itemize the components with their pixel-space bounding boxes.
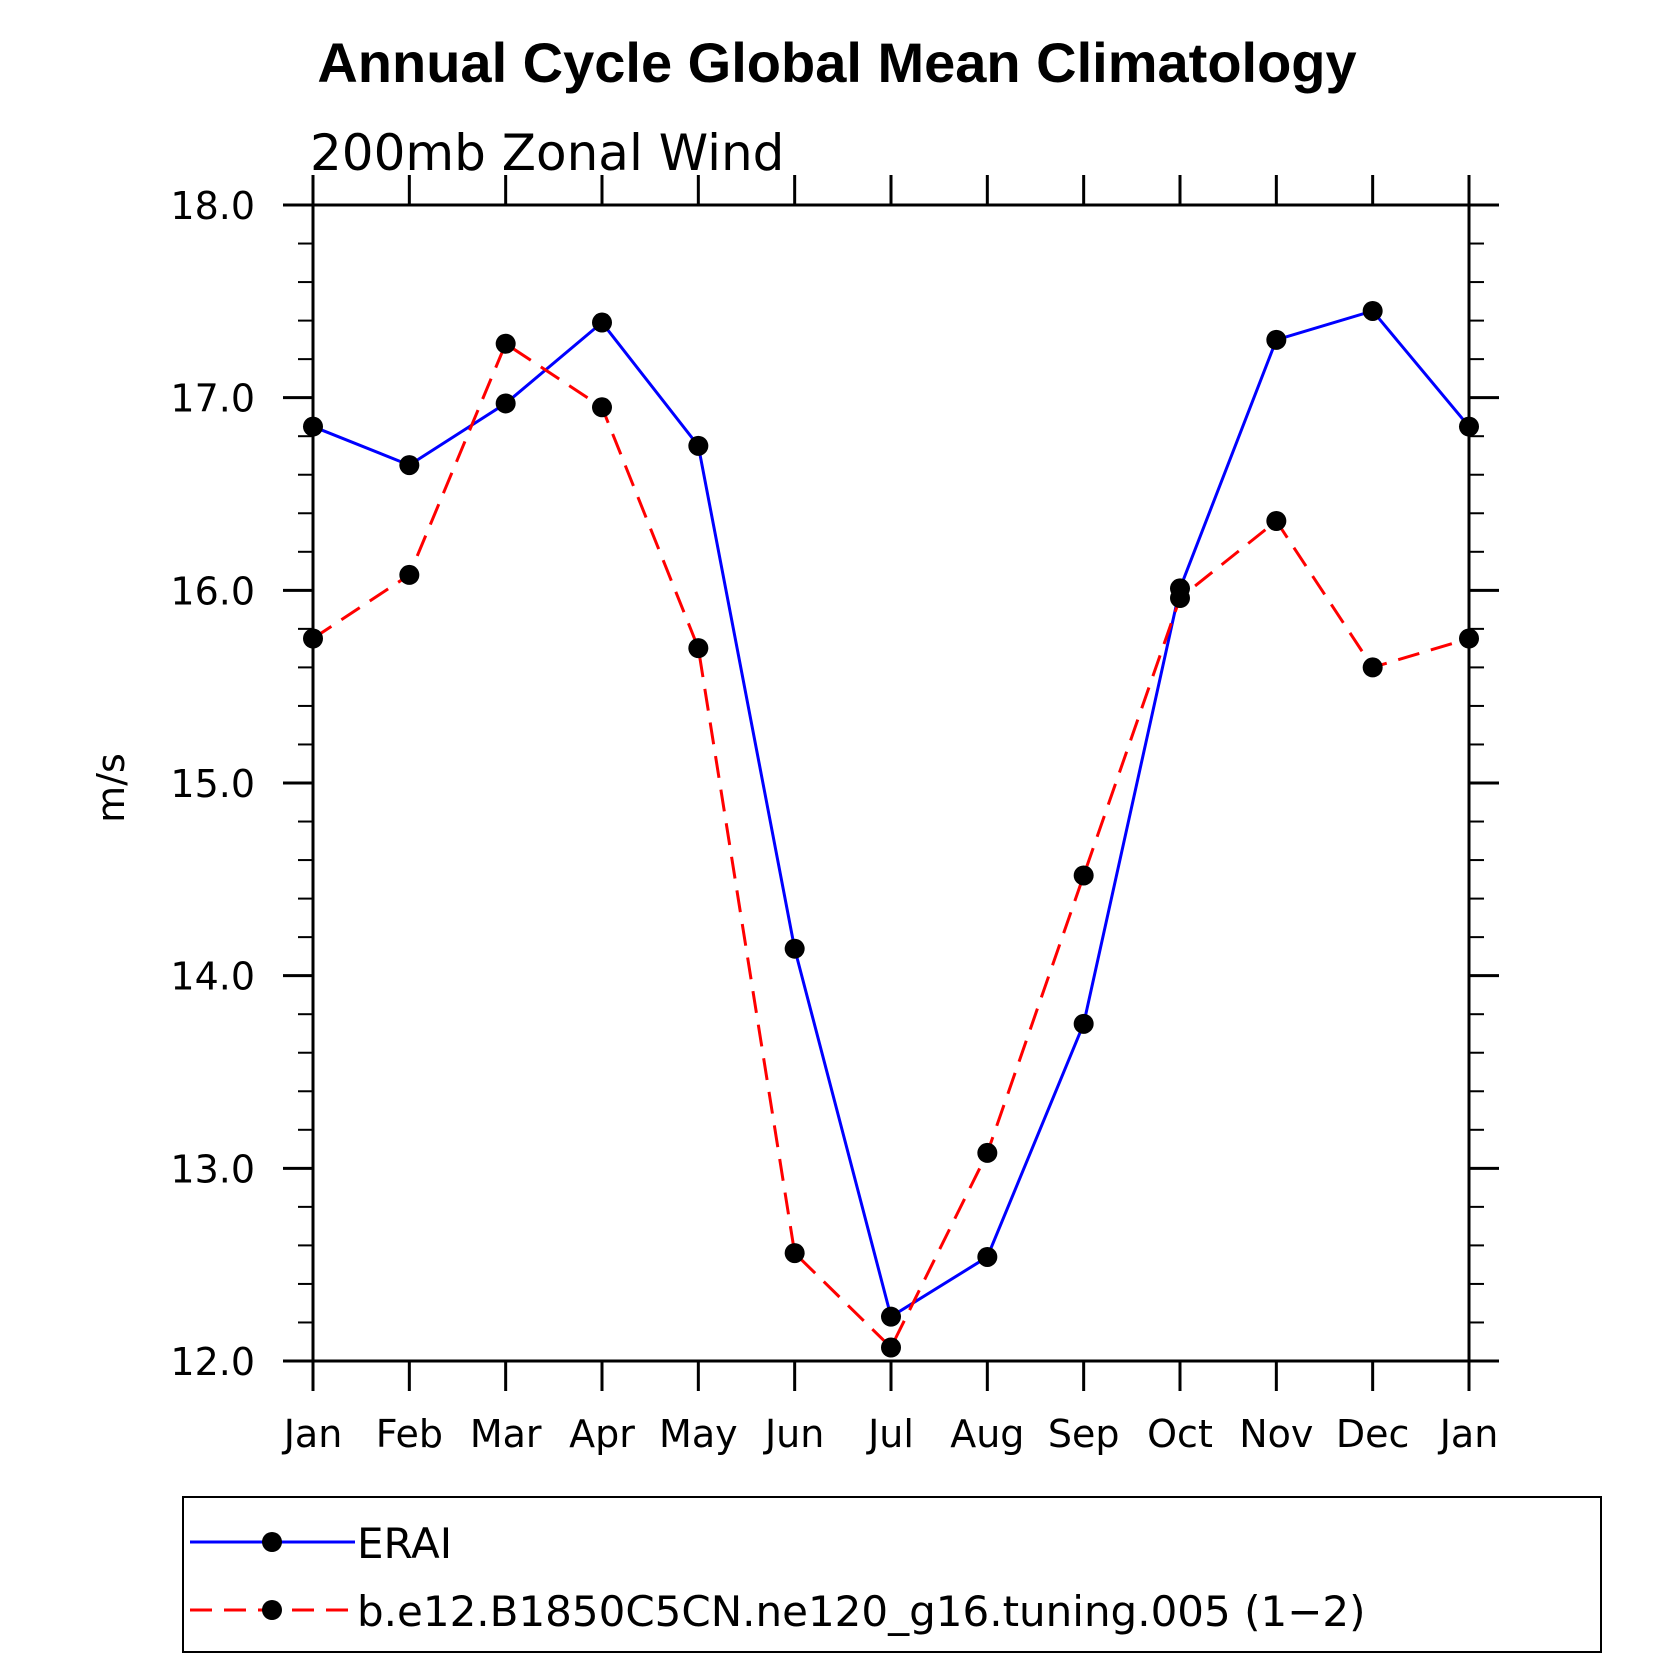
y-tick-label: 15.0: [170, 762, 255, 806]
x-tick-label: Aug: [950, 1412, 1024, 1456]
x-tick-label: Oct: [1147, 1412, 1213, 1456]
chart-subtitle: 200mb Zonal Wind: [310, 124, 784, 182]
data-point: [592, 397, 612, 418]
data-point: [784, 1243, 805, 1264]
y-tick-label: 17.0: [170, 377, 255, 421]
data-point: [688, 435, 709, 456]
x-tick-label: Sep: [1048, 1412, 1120, 1456]
legend-entry-1: ERAI: [190, 1519, 452, 1568]
series-2: [303, 333, 1479, 1358]
legend-swatch-marker: [262, 1600, 282, 1620]
data-point: [1362, 300, 1383, 321]
x-tick-label: Dec: [1336, 1412, 1410, 1456]
data-point: [399, 455, 420, 476]
series-layer: [303, 300, 1479, 1358]
x-tick-label: Jun: [763, 1412, 824, 1456]
data-point: [1362, 657, 1383, 678]
legend-box: [182, 1496, 1602, 1653]
data-point: [688, 638, 709, 659]
x-tick-label: Nov: [1239, 1412, 1313, 1456]
y-tick-label: 18.0: [170, 184, 255, 228]
x-tick-label: Feb: [376, 1412, 443, 1456]
x-tick-label: Jan: [1438, 1412, 1499, 1456]
y-tick-label: 14.0: [170, 955, 255, 999]
y-tick-label: 16.0: [170, 569, 255, 613]
data-point: [1170, 588, 1190, 609]
data-point: [303, 416, 323, 437]
data-point: [977, 1246, 998, 1267]
data-point: [1266, 510, 1287, 531]
data-point: [881, 1306, 901, 1327]
x-tick-label: Jan: [282, 1412, 343, 1456]
data-point: [1073, 1013, 1094, 1034]
chart-title: Annual Cycle Global Mean Climatology: [317, 31, 1356, 94]
data-point: [784, 938, 805, 959]
x-tick-label: Jul: [866, 1412, 914, 1456]
series-1: [303, 300, 1479, 1327]
data-point: [399, 564, 420, 585]
tick-labels: Jan Feb Mar Apr May Jun Jul Aug Sep Oct Nov Dec Jan 1…: [170, 184, 1498, 1456]
x-tick-label: Mar: [470, 1412, 542, 1456]
legend-label: ERAI: [357, 1519, 452, 1568]
x-tick-label: May: [659, 1412, 738, 1456]
legend-entry-2: b.e12.B1850C5CN.ne120_g16.tuning.005 (1−…: [190, 1587, 1366, 1636]
data-point: [1266, 329, 1287, 350]
legend-swatch-marker: [262, 1532, 282, 1552]
data-point: [1459, 416, 1479, 437]
series-line: [312, 309, 1471, 1320]
y-tick-label: 12.0: [170, 1340, 255, 1384]
y-axis-label: m/s: [89, 753, 133, 823]
data-point: [1459, 628, 1479, 649]
x-tick-label: Apr: [569, 1412, 635, 1456]
y-tick-label: 13.0: [170, 1147, 255, 1191]
plot-frame: [311, 203, 1471, 1363]
axis-ticks: [283, 175, 1499, 1391]
data-point: [592, 312, 612, 333]
data-point: [881, 1337, 901, 1358]
data-point: [495, 393, 516, 414]
legend: ERAI b.e12.B1850C5CN.ne120_g16.tuning.005…: [190, 1519, 1366, 1636]
legend-label: b.e12.B1850C5CN.ne120_g16.tuning.005 (1−…: [357, 1587, 1366, 1636]
series-line: [312, 341, 1470, 1351]
data-point: [303, 628, 323, 649]
data-point: [495, 333, 516, 354]
data-point: [977, 1142, 998, 1163]
data-point: [1073, 865, 1094, 886]
